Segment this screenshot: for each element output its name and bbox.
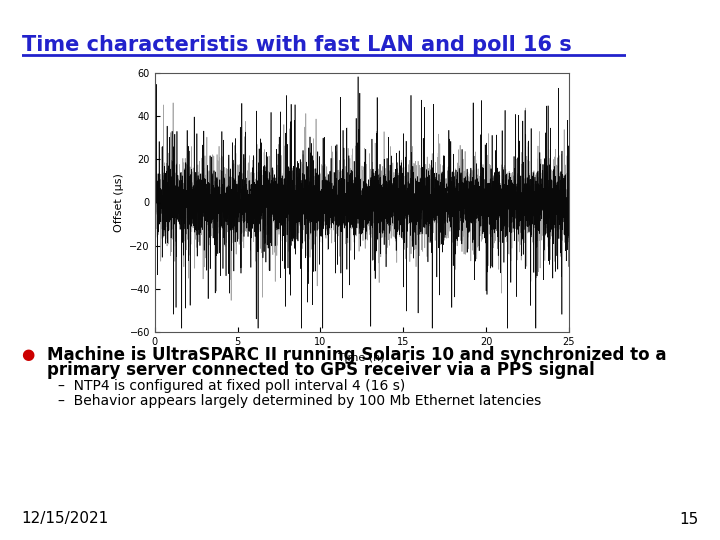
Text: primary server connected to GPS receiver via a PPS signal: primary server connected to GPS receiver… xyxy=(47,361,595,379)
X-axis label: Time (h): Time (h) xyxy=(338,353,385,362)
Y-axis label: Offset (µs): Offset (µs) xyxy=(114,173,124,232)
Text: Machine is UltraSPARC II running Solaris 10 and synchronized to a: Machine is UltraSPARC II running Solaris… xyxy=(47,346,666,363)
Text: 15: 15 xyxy=(679,511,698,526)
Text: –  Behavior appears largely determined by 100 Mb Ethernet latencies: – Behavior appears largely determined by… xyxy=(58,394,541,408)
Text: 12/15/2021: 12/15/2021 xyxy=(22,511,109,526)
Text: Time characteristis with fast LAN and poll 16 s: Time characteristis with fast LAN and po… xyxy=(22,35,572,55)
Text: –  NTP4 is configured at fixed poll interval 4 (16 s): – NTP4 is configured at fixed poll inter… xyxy=(58,379,405,393)
Text: ●: ● xyxy=(22,347,35,362)
